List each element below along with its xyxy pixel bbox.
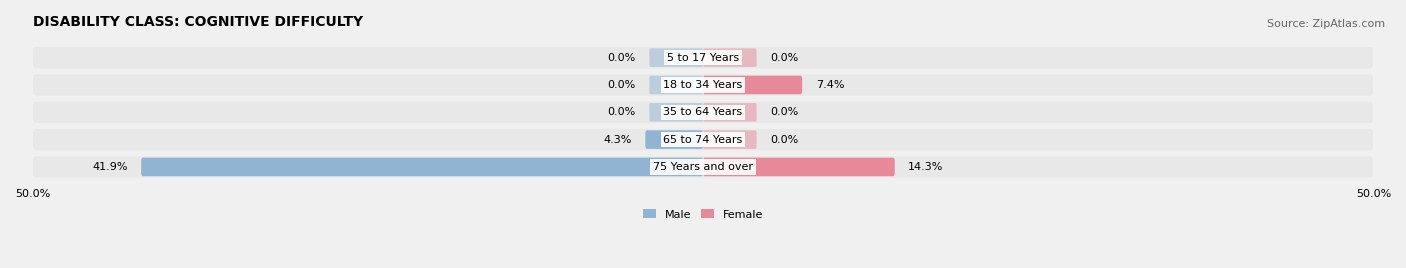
FancyBboxPatch shape	[32, 102, 1374, 123]
FancyBboxPatch shape	[703, 76, 803, 94]
FancyBboxPatch shape	[645, 130, 703, 149]
Text: 0.0%: 0.0%	[770, 135, 799, 145]
Text: 0.0%: 0.0%	[607, 53, 636, 63]
FancyBboxPatch shape	[703, 48, 756, 67]
FancyBboxPatch shape	[703, 158, 894, 176]
Text: 0.0%: 0.0%	[770, 107, 799, 117]
FancyBboxPatch shape	[32, 74, 1374, 96]
Legend: Male, Female: Male, Female	[643, 209, 763, 220]
FancyBboxPatch shape	[32, 47, 1374, 68]
FancyBboxPatch shape	[650, 48, 703, 67]
Text: 14.3%: 14.3%	[908, 162, 943, 172]
FancyBboxPatch shape	[703, 130, 756, 149]
FancyBboxPatch shape	[32, 129, 1374, 150]
Text: 0.0%: 0.0%	[770, 53, 799, 63]
Text: 75 Years and over: 75 Years and over	[652, 162, 754, 172]
Text: 0.0%: 0.0%	[607, 80, 636, 90]
Text: 5 to 17 Years: 5 to 17 Years	[666, 53, 740, 63]
Text: 4.3%: 4.3%	[603, 135, 631, 145]
Text: 18 to 34 Years: 18 to 34 Years	[664, 80, 742, 90]
Text: 0.0%: 0.0%	[607, 107, 636, 117]
FancyBboxPatch shape	[650, 103, 703, 122]
FancyBboxPatch shape	[703, 103, 756, 122]
Text: 41.9%: 41.9%	[93, 162, 128, 172]
Text: Source: ZipAtlas.com: Source: ZipAtlas.com	[1267, 19, 1385, 29]
FancyBboxPatch shape	[32, 156, 1374, 178]
FancyBboxPatch shape	[141, 158, 703, 176]
Text: DISABILITY CLASS: COGNITIVE DIFFICULTY: DISABILITY CLASS: COGNITIVE DIFFICULTY	[32, 15, 363, 29]
Text: 7.4%: 7.4%	[815, 80, 844, 90]
Text: 65 to 74 Years: 65 to 74 Years	[664, 135, 742, 145]
FancyBboxPatch shape	[650, 76, 703, 94]
Text: 35 to 64 Years: 35 to 64 Years	[664, 107, 742, 117]
